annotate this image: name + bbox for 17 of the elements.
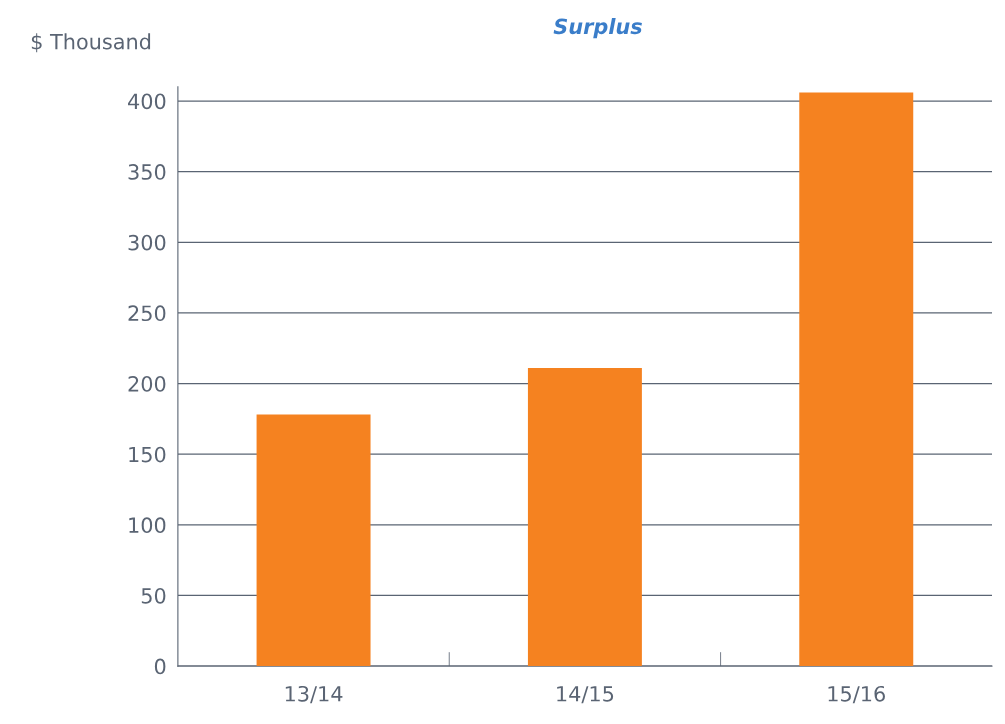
bar: [799, 92, 914, 667]
y-tick-label: 0: [154, 658, 166, 675]
x-tick-label: 15/16: [828, 685, 885, 704]
y-tick-label: 350: [128, 164, 166, 180]
x-tick-label: 14/15: [557, 686, 614, 704]
bar: [256, 414, 371, 667]
y-tick-label: 250: [128, 305, 166, 322]
y-axis-title: $ Thousand: [31, 33, 151, 53]
y-tick-label: 200: [128, 376, 166, 392]
y-tick-label: 400: [128, 93, 166, 110]
chart-title: Surplus: [553, 18, 642, 39]
x-tick-label: 13/14: [285, 685, 343, 704]
y-tick-label: 100: [129, 517, 166, 534]
y-tick-label: 300: [128, 234, 166, 251]
bar: [527, 368, 642, 667]
y-tick-label: 50: [141, 587, 166, 604]
y-tick-label: 150: [129, 446, 166, 463]
